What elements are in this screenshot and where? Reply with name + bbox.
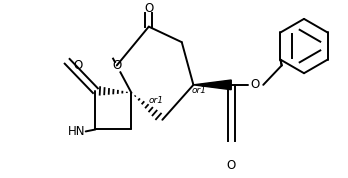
Text: or1: or1 [191, 86, 206, 95]
Polygon shape [193, 80, 231, 90]
Text: or1: or1 [149, 96, 164, 105]
Text: O: O [73, 59, 82, 72]
Text: O: O [144, 2, 153, 15]
Text: O: O [227, 159, 236, 172]
Text: O: O [112, 59, 121, 72]
Text: HN: HN [68, 125, 86, 138]
Text: O: O [251, 78, 260, 91]
